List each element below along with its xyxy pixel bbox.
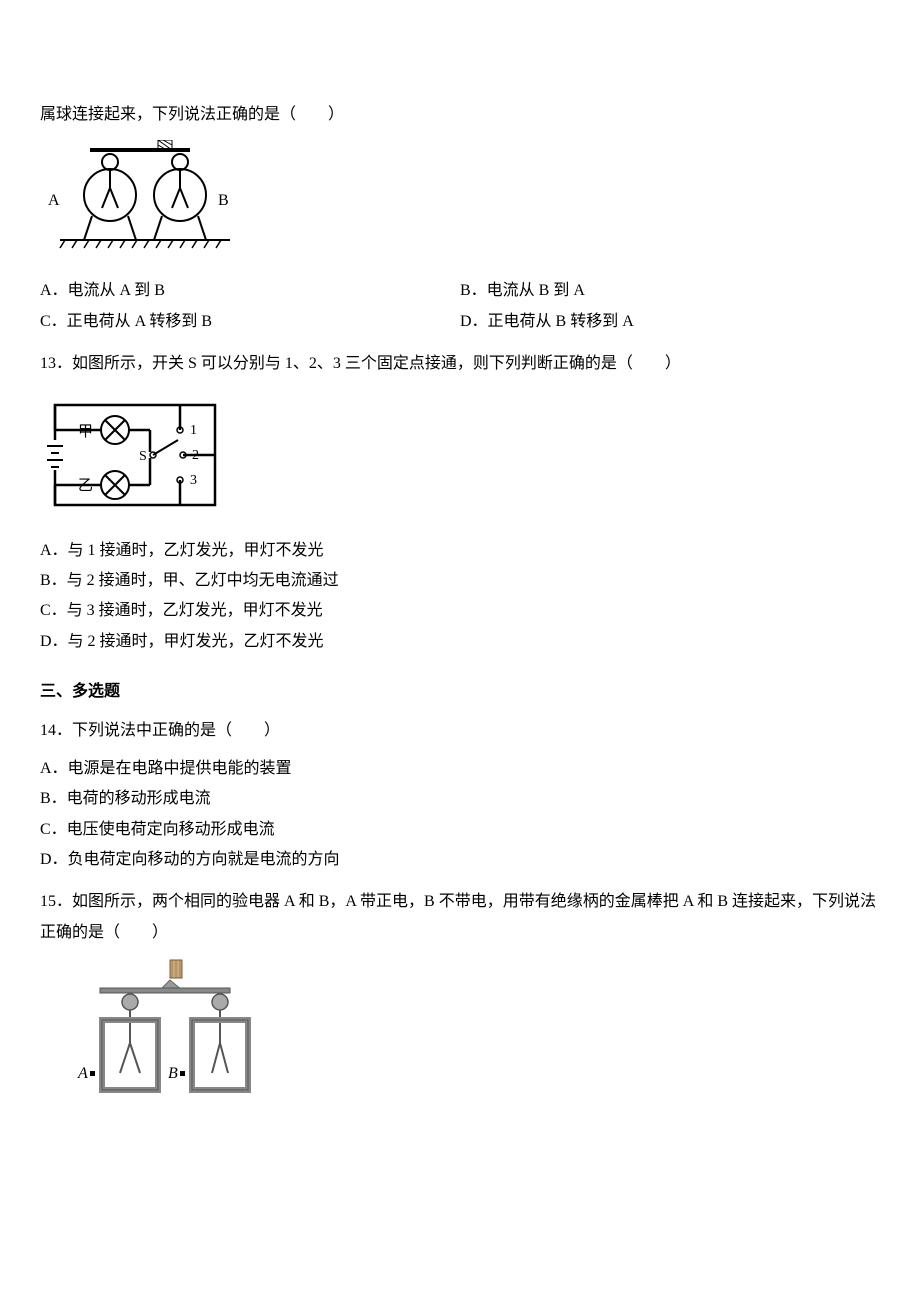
q13-option-C: C．与 3 接通时，乙灯发光，甲灯不发光 [40, 596, 880, 626]
q13-options: A．与 1 接通时，乙灯发光，甲灯不发光 B．与 2 接通时，甲、乙灯中均无电流… [40, 536, 880, 658]
q12-option-B: B．电流从 B 到 A [460, 276, 880, 306]
svg-text:S: S [139, 449, 147, 464]
q14-stem: 14．下列说法中正确的是（ ） [40, 716, 880, 746]
q13-option-A: A．与 1 接通时，乙灯发光，甲灯不发光 [40, 536, 880, 566]
q14-option-A: A．电源是在电路中提供电能的装置 [40, 754, 880, 784]
q14-stem-text: 下列说法中正确的是（ ） [72, 722, 280, 739]
q14-options: A．电源是在电路中提供电能的装置 B．电荷的移动形成电流 C．电压使电荷定向移动… [40, 754, 880, 876]
electroscope-diagram: A B [40, 140, 240, 260]
q15-stem: 15．如图所示，两个相同的验电器 A 和 B，A 带正电，B 不带电，用带有绝缘… [40, 887, 880, 948]
svg-text:甲: 甲 [78, 424, 93, 440]
svg-text:B: B [218, 192, 229, 209]
svg-text:B: B [168, 1065, 178, 1082]
q14-number: 14． [40, 722, 72, 739]
question-15: 15．如图所示，两个相同的验电器 A 和 B，A 带正电，B 不带电，用带有绝缘… [40, 887, 880, 1108]
q13-stem-text: 如图所示，开关 S 可以分别与 1、2、3 三个固定点接通，则下列判断正确的是（… [72, 355, 681, 372]
q13-figure: 甲 S 1 2 3 乙 [40, 390, 880, 520]
q13-number: 13． [40, 355, 72, 372]
electroscope-pair-diagram: A B [60, 958, 270, 1108]
q15-stem-text: 如图所示，两个相同的验电器 A 和 B，A 带正电，B 不带电，用带有绝缘柄的金… [40, 893, 876, 940]
q12-stem: 属球连接起来，下列说法正确的是（ ） [40, 100, 880, 130]
circuit-diagram: 甲 S 1 2 3 乙 [40, 390, 230, 520]
q13-stem: 13．如图所示，开关 S 可以分别与 1、2、3 三个固定点接通，则下列判断正确… [40, 349, 880, 379]
q15-number: 15． [40, 893, 72, 910]
q14-option-D: D．负电荷定向移动的方向就是电流的方向 [40, 845, 880, 875]
question-14: 14．下列说法中正确的是（ ） A．电源是在电路中提供电能的装置 B．电荷的移动… [40, 716, 880, 876]
question-13: 13．如图所示，开关 S 可以分别与 1、2、3 三个固定点接通，则下列判断正确… [40, 349, 880, 657]
svg-text:1: 1 [190, 423, 197, 438]
q12-option-A: A．电流从 A 到 B [40, 276, 460, 306]
q13-option-B: B．与 2 接通时，甲、乙灯中均无电流通过 [40, 566, 880, 596]
q12-figure: A B [40, 140, 880, 260]
q13-option-D: D．与 2 接通时，甲灯发光，乙灯不发光 [40, 627, 880, 657]
q14-option-C: C．电压使电荷定向移动形成电流 [40, 815, 880, 845]
q12-option-C: C．正电荷从 A 转移到 B [40, 307, 460, 337]
question-12: 属球连接起来，下列说法正确的是（ ） [40, 100, 880, 337]
q14-option-B: B．电荷的移动形成电流 [40, 784, 880, 814]
q12-options: A．电流从 A 到 B B．电流从 B 到 A C．正电荷从 A 转移到 B D… [40, 276, 880, 337]
svg-text:A: A [48, 192, 60, 209]
q12-option-D: D．正电荷从 B 转移到 A [460, 307, 880, 337]
svg-text:3: 3 [190, 473, 197, 488]
svg-text:A: A [77, 1065, 88, 1082]
q15-figure: A B [60, 958, 880, 1108]
section-3-title: 三、多选题 [40, 677, 880, 707]
